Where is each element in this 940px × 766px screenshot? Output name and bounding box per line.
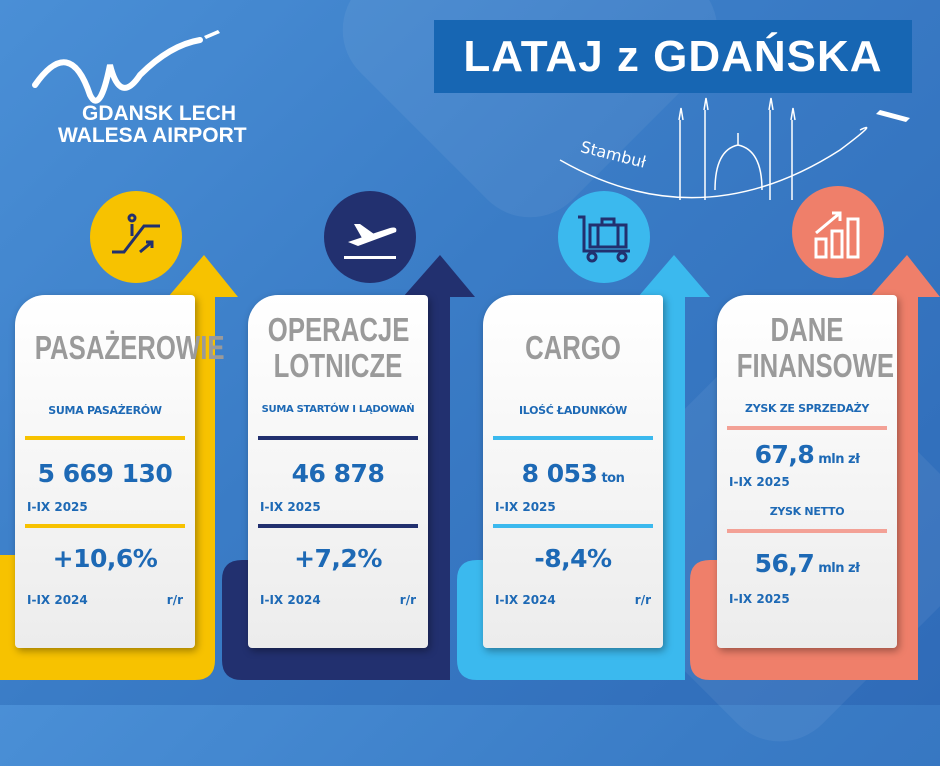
escalator-icon bbox=[90, 191, 182, 283]
metric-label: ILOŚĆ ŁADUNKÓW bbox=[518, 404, 628, 417]
period-2: I-IX 2025 bbox=[729, 592, 790, 606]
card-title: CARGO bbox=[525, 329, 621, 366]
compare-period: I-IX 2024 bbox=[27, 593, 88, 607]
divider bbox=[493, 436, 653, 440]
logo-signature-icon bbox=[32, 37, 203, 104]
yoy-label: r/r bbox=[634, 593, 651, 607]
change-value: -8,4% bbox=[534, 544, 612, 573]
yoy-label: r/r bbox=[166, 593, 183, 607]
logo-line1: GDANSK LECH bbox=[82, 102, 237, 125]
card-title-line1: OPERACJE bbox=[267, 311, 410, 348]
divider bbox=[493, 524, 653, 528]
card-finance: DANE FINANSOWE ZYSK ZE SPRZEDAŻY 67,8 mln … bbox=[717, 295, 897, 648]
metric-value: 8 053 bbox=[521, 459, 598, 488]
plane-takeoff-icon bbox=[324, 191, 416, 283]
yoy-label: r/r bbox=[399, 593, 416, 607]
card-operations: OPERACJE LOTNICZE SUMA STARTÓW I LĄDOWAŃ … bbox=[248, 295, 428, 648]
card-title-line1: DANE bbox=[770, 311, 844, 348]
metric-label-2: ZYSK NETTO bbox=[769, 505, 845, 518]
metric-value: 67,8 bbox=[754, 440, 815, 469]
change-value: +10,6% bbox=[52, 544, 158, 573]
divider bbox=[258, 524, 418, 528]
period: I-IX 2025 bbox=[495, 500, 556, 514]
period: I-IX 2025 bbox=[260, 500, 321, 514]
unit: ton bbox=[601, 471, 625, 486]
divider bbox=[25, 436, 185, 440]
card-title-line2: FINANSOWE bbox=[736, 347, 895, 384]
metric-value-2: 56,7 bbox=[754, 549, 815, 578]
period: I-IX 2025 bbox=[27, 500, 88, 514]
page-title: LATAJ z GDAŃSKA bbox=[434, 20, 912, 93]
compare-period: I-IX 2024 bbox=[260, 593, 321, 607]
unit: mln zł bbox=[818, 452, 860, 467]
divider bbox=[258, 436, 418, 440]
growth-chart-icon bbox=[792, 186, 884, 278]
metric-value: 46 878 bbox=[291, 459, 385, 488]
metric-label: SUMA PASAŻERÓW bbox=[48, 404, 162, 417]
logo-line2: WALESA AIRPORT bbox=[58, 124, 247, 147]
divider bbox=[25, 524, 185, 528]
divider bbox=[727, 426, 887, 430]
change-value: +7,2% bbox=[294, 544, 382, 573]
istanbul-skyline-icon bbox=[559, 97, 868, 200]
card-cargo: CARGO ILOŚĆ ŁADUNKÓW 8 053 ton I-IX 2025 … bbox=[483, 295, 663, 648]
card-title-line2: LOTNICZE bbox=[273, 347, 403, 384]
metric-label: ZYSK ZE SPRZEDAŻY bbox=[745, 402, 869, 415]
card-title: PASAŻEROWIE bbox=[34, 329, 225, 366]
logo-text: GDANSK LECH WALESA AIRPORT bbox=[58, 102, 247, 147]
card-passengers: PASAŻEROWIE SUMA PASAŻERÓW 5 669 130 I-I… bbox=[15, 295, 225, 648]
period: I-IX 2025 bbox=[729, 475, 790, 489]
airport-logo bbox=[30, 25, 310, 155]
divider bbox=[727, 529, 887, 533]
unit-2: mln zł bbox=[818, 561, 860, 576]
metric-value: 5 669 130 bbox=[37, 459, 173, 488]
compare-period: I-IX 2024 bbox=[495, 593, 556, 607]
metric-label: SUMA STARTÓW I LĄDOWAŃ bbox=[261, 404, 415, 415]
luggage-cart-icon bbox=[558, 191, 650, 283]
